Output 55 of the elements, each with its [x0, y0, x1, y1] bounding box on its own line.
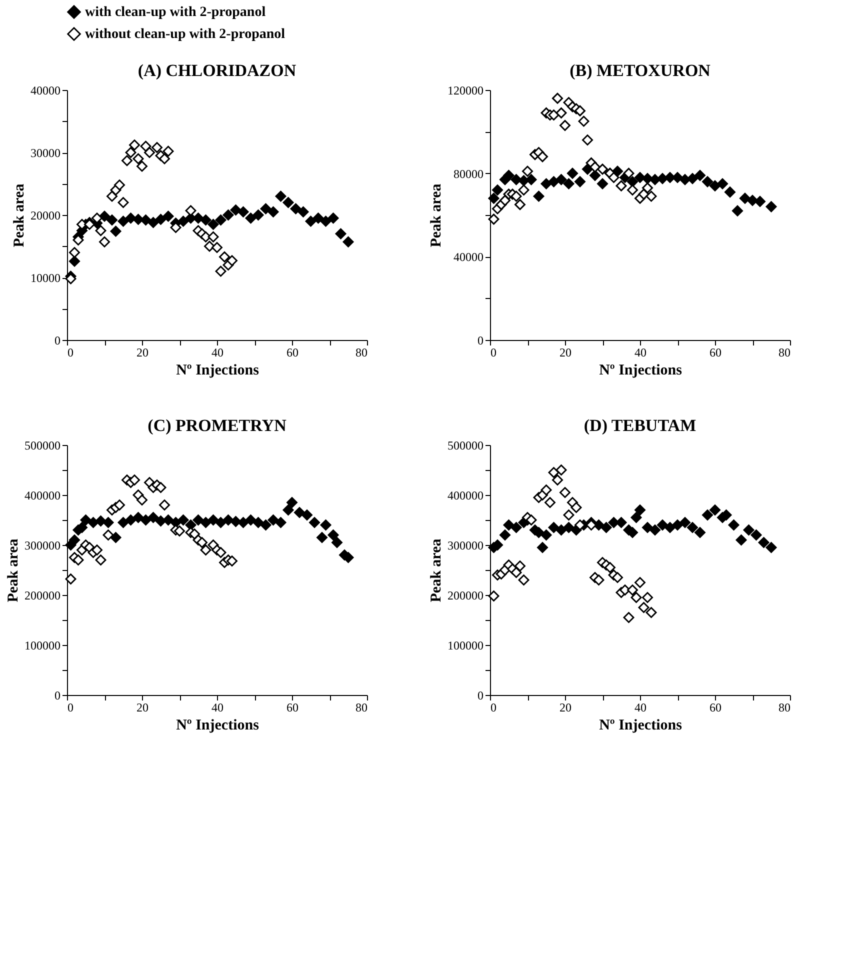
x-tick-label: 80	[356, 700, 368, 714]
x-axis-title: Nº Injections	[599, 718, 682, 734]
x-tick-label: 0	[68, 346, 74, 360]
y-tick-label: 120000	[448, 84, 484, 98]
y-axis-title: Peak area	[428, 538, 444, 602]
x-axis-title: Nº Injections	[176, 718, 260, 734]
chart-title: (D) TEBUTAM	[584, 416, 696, 435]
y-tick-label: 500000	[24, 438, 60, 452]
y-tick-label: 0	[54, 688, 60, 702]
chart-title: (B) METOXURON	[570, 61, 712, 80]
x-tick-label: 80	[778, 346, 790, 360]
x-tick-label: 20	[560, 346, 572, 360]
y-tick-label: 0	[54, 334, 60, 348]
y-tick-label: 40000	[454, 250, 484, 264]
y-tick-label: 100000	[448, 638, 484, 652]
y-tick-label: 80000	[454, 166, 484, 181]
y-tick-label: 20000	[30, 208, 60, 222]
chart-title: (A) CHLORIDAZON	[138, 61, 297, 80]
y-tick-label: 30000	[30, 146, 60, 160]
y-tick-label: 0	[478, 688, 484, 702]
x-tick-label: 60	[710, 700, 722, 714]
legend-label: without clean-up with 2-propanol	[85, 27, 286, 42]
x-axis-title: Nº Injections	[176, 362, 260, 378]
y-tick-label: 40000	[30, 84, 60, 98]
x-tick-label: 20	[560, 700, 572, 714]
legend-label: with clean-up with 2-propanol	[85, 5, 266, 20]
y-axis-title: Peak area	[428, 183, 444, 248]
y-tick-label: 300000	[24, 538, 60, 552]
y-tick-label: 300000	[448, 538, 484, 552]
x-tick-label: 40	[212, 346, 224, 360]
x-tick-label: 0	[490, 346, 496, 360]
y-tick-label: 200000	[448, 588, 484, 602]
x-tick-label: 60	[710, 346, 722, 360]
y-tick-label: 10000	[30, 271, 60, 285]
y-tick-label: 200000	[24, 588, 60, 602]
x-tick-label: 40	[634, 700, 646, 714]
y-tick-label: 0	[478, 334, 484, 348]
x-tick-label: 0	[490, 700, 496, 714]
y-tick-label: 400000	[24, 488, 60, 502]
x-tick-label: 20	[136, 700, 148, 714]
y-tick-label: 500000	[448, 438, 484, 452]
x-tick-label: 60	[286, 700, 298, 714]
y-tick-label: 100000	[24, 638, 60, 652]
y-tick-label: 400000	[448, 488, 484, 502]
x-tick-label: 60	[286, 346, 298, 360]
x-tick-label: 40	[634, 346, 646, 360]
x-tick-label: 40	[212, 700, 224, 714]
x-tick-label: 0	[68, 700, 74, 714]
y-axis-title: Peak area	[6, 538, 22, 602]
x-axis-title: Nº Injections	[599, 362, 682, 378]
y-axis-title: Peak area	[12, 183, 28, 248]
x-tick-label: 80	[356, 346, 368, 360]
x-tick-label: 80	[778, 700, 790, 714]
chart-title: (C) PROMETRYN	[148, 416, 288, 435]
x-tick-label: 20	[136, 346, 148, 360]
